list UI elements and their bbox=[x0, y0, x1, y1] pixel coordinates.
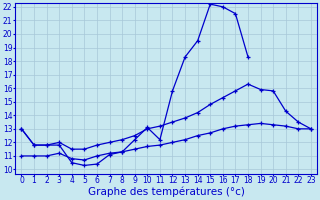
X-axis label: Graphe des températures (°c): Graphe des températures (°c) bbox=[88, 187, 244, 197]
